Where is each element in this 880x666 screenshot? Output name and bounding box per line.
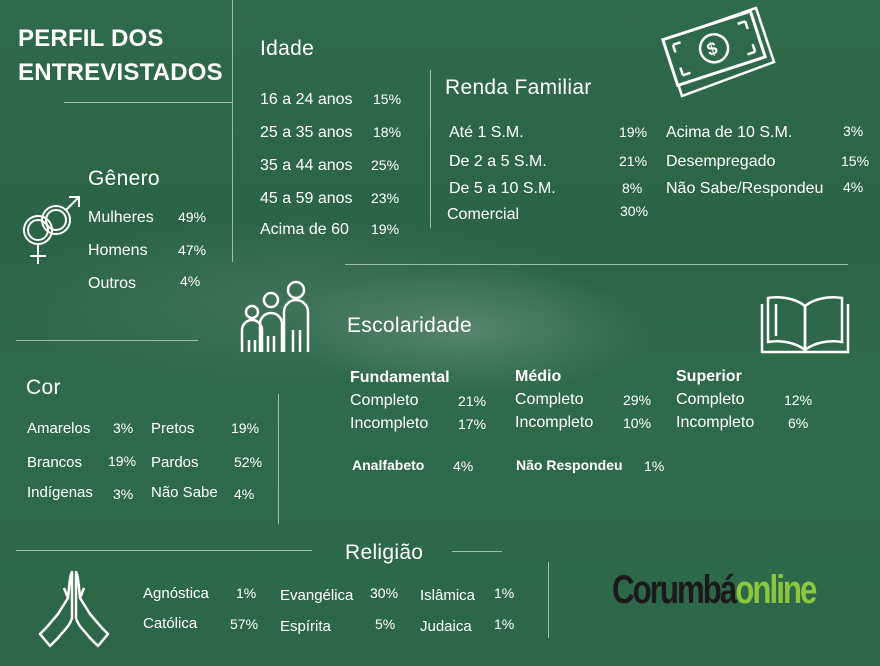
- cor-pct: 4%: [234, 486, 255, 502]
- cor-pct: 3%: [113, 486, 134, 502]
- divider-logo-vertical: [548, 562, 549, 638]
- escolaridade-group-title: Fundamental: [350, 369, 450, 386]
- renda-pct: 15%: [841, 153, 870, 169]
- gender-icon: [23, 196, 80, 264]
- idade-label: 16 a 24 anos: [260, 91, 353, 108]
- genero-label: Homens: [88, 242, 148, 259]
- genero-label: Outros: [88, 275, 137, 292]
- religiao-pct: 1%: [494, 585, 515, 601]
- religiao-heading: Religião: [345, 541, 424, 564]
- divider-horizontal-upper: [345, 264, 848, 265]
- escolaridade-completo-pct: 29%: [623, 392, 652, 408]
- idade-label: 25 a 35 anos: [260, 124, 353, 141]
- cor-label: Brancos: [27, 454, 83, 471]
- cor-pct: 19%: [231, 420, 260, 436]
- escolaridade-group-title: Médio: [515, 368, 562, 385]
- family-icon: [240, 280, 310, 352]
- genero-label: Mulheres: [88, 209, 154, 226]
- cor-label: Amarelos: [27, 420, 91, 437]
- religiao-pct: 1%: [494, 616, 515, 632]
- religiao-label: Agnóstica: [143, 585, 209, 602]
- renda-label: Desempregado: [666, 153, 776, 170]
- divider-cor-vertical: [278, 394, 279, 524]
- cor-heading: Cor: [26, 376, 61, 399]
- title-line-2: ENTREVISTADOS: [18, 59, 223, 86]
- praying-hands-icon: [38, 570, 110, 648]
- escolaridade-incompleto-label: Incompleto: [676, 414, 755, 431]
- title-line-1: PERFIL DOS: [18, 25, 164, 52]
- divider-religiao-right: [452, 551, 502, 552]
- idade-pct: 15%: [373, 91, 402, 107]
- escolaridade-completo-label: Completo: [350, 392, 419, 409]
- religiao-pct: 57%: [230, 616, 259, 632]
- religiao-label: Espírita: [280, 618, 331, 635]
- renda-label: Acima de 10 S.M.: [666, 124, 793, 141]
- religiao-label: Católica: [143, 615, 198, 632]
- divider-idade-vertical: [232, 0, 233, 262]
- renda-label: De 2 a 5 S.M.: [449, 153, 547, 170]
- escolaridade-incompleto-label: Incompleto: [350, 415, 429, 432]
- idade-pct: 23%: [371, 190, 400, 206]
- escolaridade-completo-label: Completo: [676, 391, 745, 408]
- cor-pct: 19%: [108, 453, 137, 469]
- escolaridade-incompleto-pct: 17%: [458, 416, 487, 432]
- idade-label: 45 a 59 anos: [260, 190, 353, 207]
- page-title: PERFIL DOS ENTREVISTADOS: [18, 22, 223, 90]
- cor-label: Pretos: [151, 420, 195, 437]
- idade-heading: Idade: [260, 37, 315, 60]
- genero-pct: 4%: [180, 273, 201, 289]
- escolaridade-completo-label: Completo: [515, 391, 584, 408]
- escolaridade-group-title: Superior: [676, 368, 742, 385]
- renda-pct: 4%: [843, 179, 864, 195]
- genero-pct: 47%: [178, 242, 207, 258]
- cor-pct: 3%: [113, 420, 134, 436]
- logo-part-corumba: Corumbá: [612, 568, 737, 612]
- divider-religiao-left: [16, 550, 312, 551]
- renda-label: Não Sabe/Respondeu: [666, 180, 824, 197]
- escolaridade-completo-pct: 21%: [458, 393, 487, 409]
- escolaridade-incompleto-pct: 10%: [623, 415, 652, 431]
- cor-label: Não Sabe: [151, 484, 218, 501]
- genero-pct: 49%: [178, 209, 207, 225]
- renda-pct: 8%: [622, 180, 643, 196]
- idade-pct: 25%: [371, 157, 400, 173]
- corumba-online-logo: Corumbáonline: [612, 568, 817, 613]
- cor-label: Indígenas: [27, 484, 93, 501]
- religiao-label: Evangélica: [280, 587, 354, 604]
- religiao-pct: 1%: [236, 585, 257, 601]
- renda-heading: Renda Familiar: [445, 76, 592, 99]
- idade-pct: 18%: [373, 124, 402, 140]
- nao-respondeu-pct: 1%: [644, 458, 665, 474]
- divider-title-underline: [64, 102, 232, 103]
- genero-heading: Gênero: [88, 167, 160, 190]
- renda-label: Comercial: [447, 206, 520, 223]
- cor-pct: 52%: [234, 454, 263, 470]
- book-icon: [760, 296, 850, 354]
- analfabeto-pct: 4%: [453, 458, 474, 474]
- renda-label: Até 1 S.M.: [449, 124, 524, 141]
- nao-respondeu-label: Não Respondeu: [516, 457, 623, 473]
- religiao-pct: 30%: [370, 585, 399, 601]
- idade-pct: 19%: [371, 221, 400, 237]
- escolaridade-incompleto-pct: 6%: [788, 415, 809, 431]
- money-icon: $: [660, 6, 776, 98]
- religiao-label: Islâmica: [420, 587, 476, 604]
- escolaridade-heading: Escolaridade: [347, 314, 473, 337]
- escolaridade-incompleto-label: Incompleto: [515, 414, 594, 431]
- religiao-pct: 5%: [375, 616, 396, 632]
- logo-part-online: online: [735, 568, 817, 612]
- religiao-label: Judaica: [420, 618, 472, 635]
- idade-label: 35 a 44 anos: [260, 157, 353, 174]
- idade-label: Acima de 60: [260, 221, 349, 238]
- renda-pct: 19%: [619, 124, 648, 140]
- escolaridade-completo-pct: 12%: [784, 392, 813, 408]
- divider-renda-vertical: [430, 70, 431, 228]
- analfabeto-label: Analfabeto: [352, 457, 425, 473]
- renda-pct: 30%: [620, 203, 649, 219]
- cor-label: Pardos: [151, 454, 199, 471]
- renda-pct: 3%: [843, 123, 864, 139]
- renda-pct: 21%: [619, 153, 648, 169]
- renda-label: De 5 a 10 S.M.: [449, 180, 556, 197]
- divider-cor-top: [16, 340, 198, 341]
